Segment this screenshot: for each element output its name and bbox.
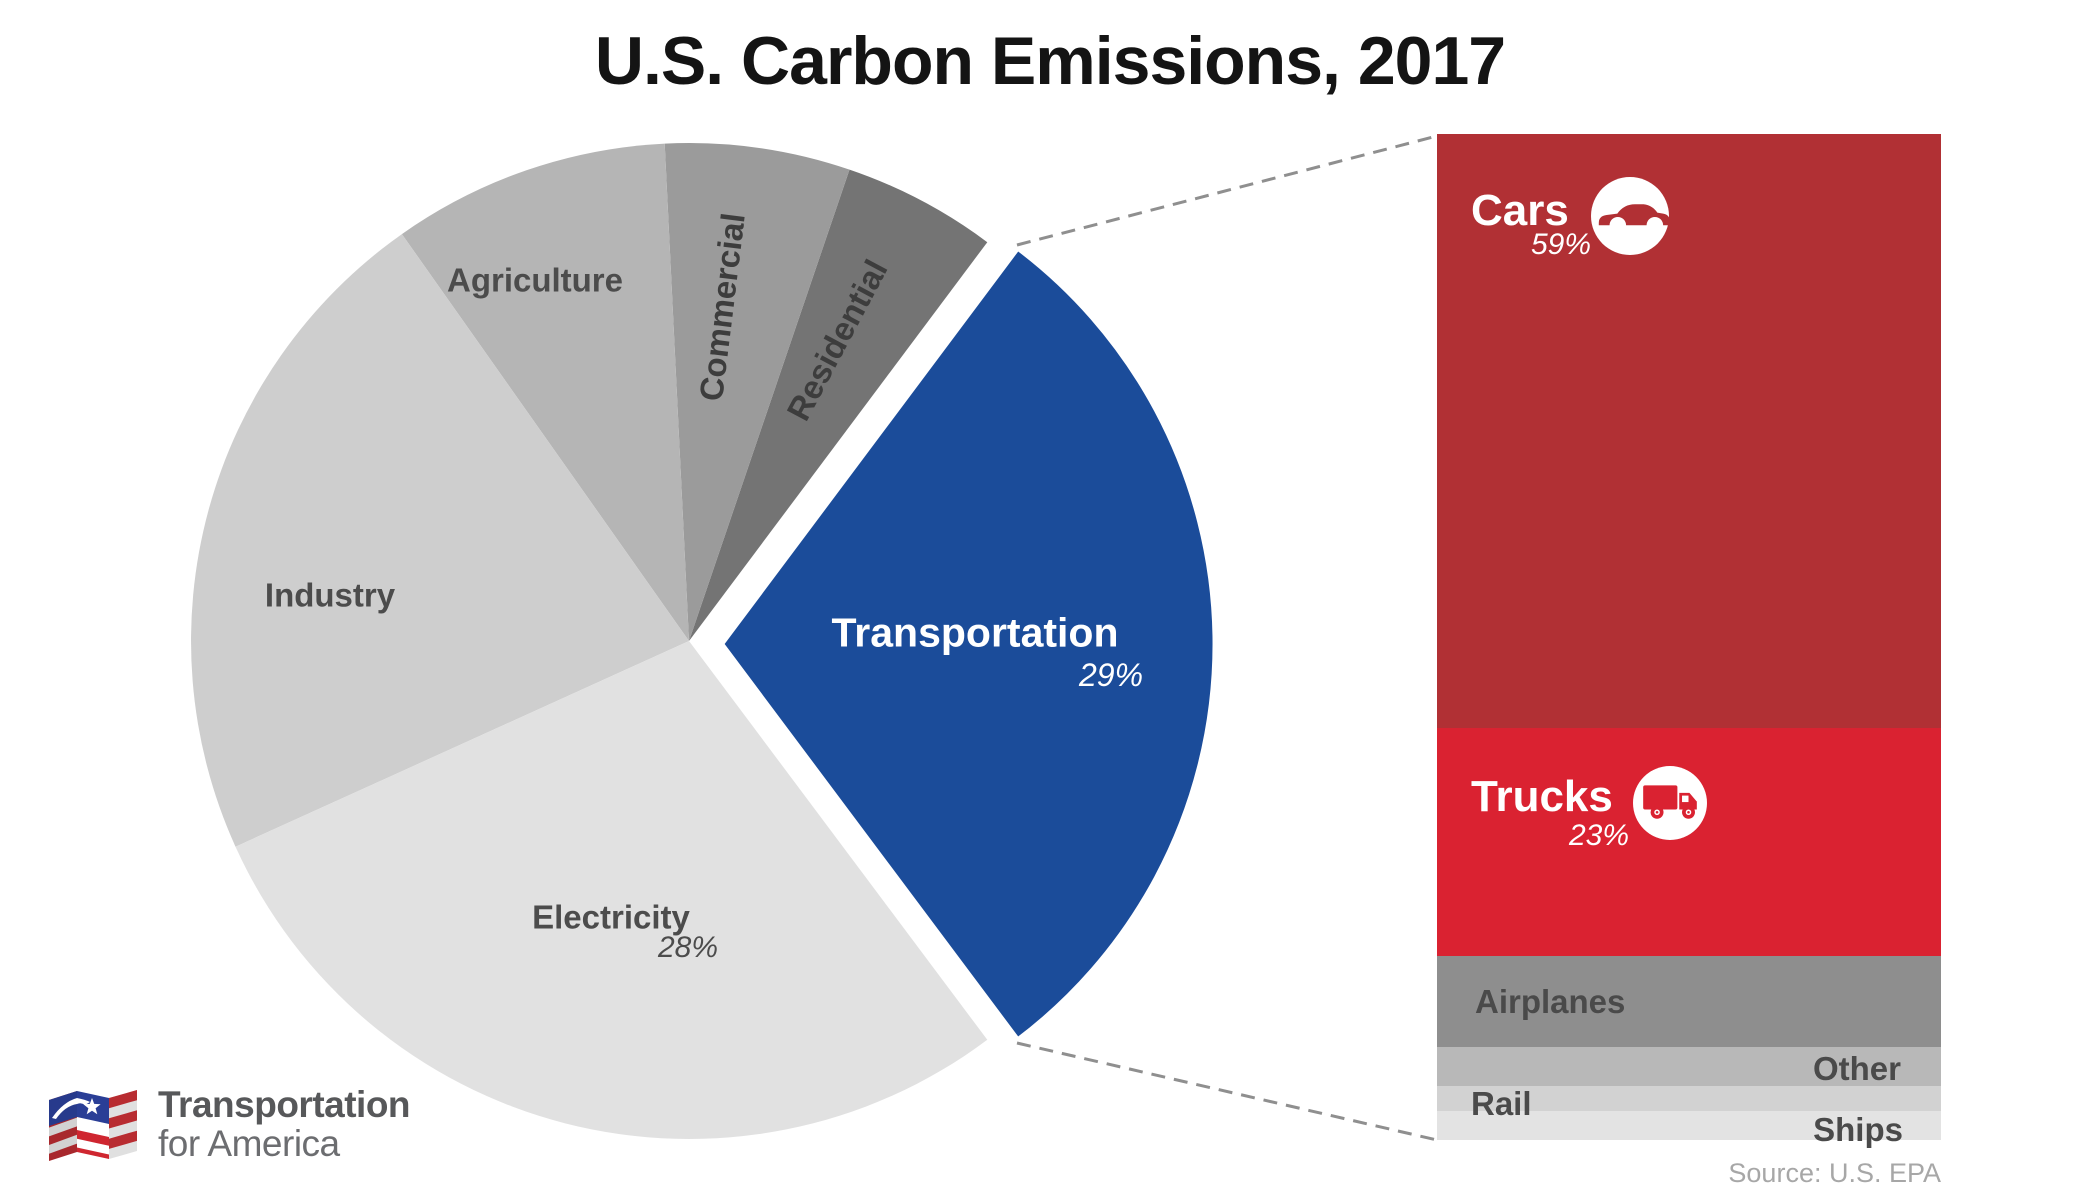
pie-pct-electricity: 28%: [657, 931, 719, 964]
pie-slice-commercial: [664, 143, 850, 641]
pie-label-agriculture: Agriculture: [446, 261, 624, 299]
logo-tagline: for America: [158, 1123, 340, 1164]
t4a-flag-icon: [49, 1090, 137, 1161]
car-icon: [1591, 177, 1670, 255]
pie-slice-residential: [689, 169, 988, 641]
source-credit: Source: U.S. EPA: [1728, 1158, 1941, 1188]
bar-segment-ships: [1437, 1110, 1941, 1140]
truck-icon: [1633, 766, 1707, 840]
bar-segment-airplanes: [1437, 955, 1941, 1047]
bar-label-cars: Cars: [1471, 186, 1569, 235]
pie-slice-agriculture: [401, 143, 689, 641]
bar-segment-rail: [1437, 1085, 1941, 1111]
t4a-logo: Transportation for America: [46, 1084, 411, 1164]
bar-label-rail: Rail: [1471, 1085, 1532, 1122]
pie-slice-transportation: [714, 240, 1222, 1048]
chart-title: U.S. Carbon Emissions, 2017: [594, 23, 1506, 99]
pie-slice-electricity: [235, 641, 988, 1140]
pie-slice-industry: [191, 234, 689, 847]
pie-label-electricity: Electricity: [532, 898, 690, 936]
bar-label-trucks: Trucks: [1471, 772, 1613, 821]
connector-line-bottom: [1016, 1041, 1438, 1142]
transportation-breakdown-bar: Cars 59% Trucks 23% Airplanes Other Rail Ship…: [1437, 134, 1941, 1147]
bar-pct-cars: 59%: [1531, 228, 1592, 261]
bar-label-other: Other: [1812, 1050, 1901, 1087]
bar-segment-cars: [1437, 134, 1941, 728]
bar-label-airplanes: Airplanes: [1475, 983, 1626, 1020]
bar-pct-trucks: 23%: [1569, 819, 1630, 852]
connector-line-top: [1016, 134, 1438, 247]
pie-label-transportation: Transportation: [831, 609, 1119, 656]
bar-segment-other: [1437, 1046, 1941, 1086]
bar-segment-trucks: [1437, 728, 1941, 956]
pie-label-industry: Industry: [264, 576, 396, 614]
bar-label-ships: Ships: [1813, 1111, 1903, 1148]
logo-name: Transportation: [158, 1084, 411, 1125]
pie-pct-transportation: 29%: [1078, 657, 1144, 693]
